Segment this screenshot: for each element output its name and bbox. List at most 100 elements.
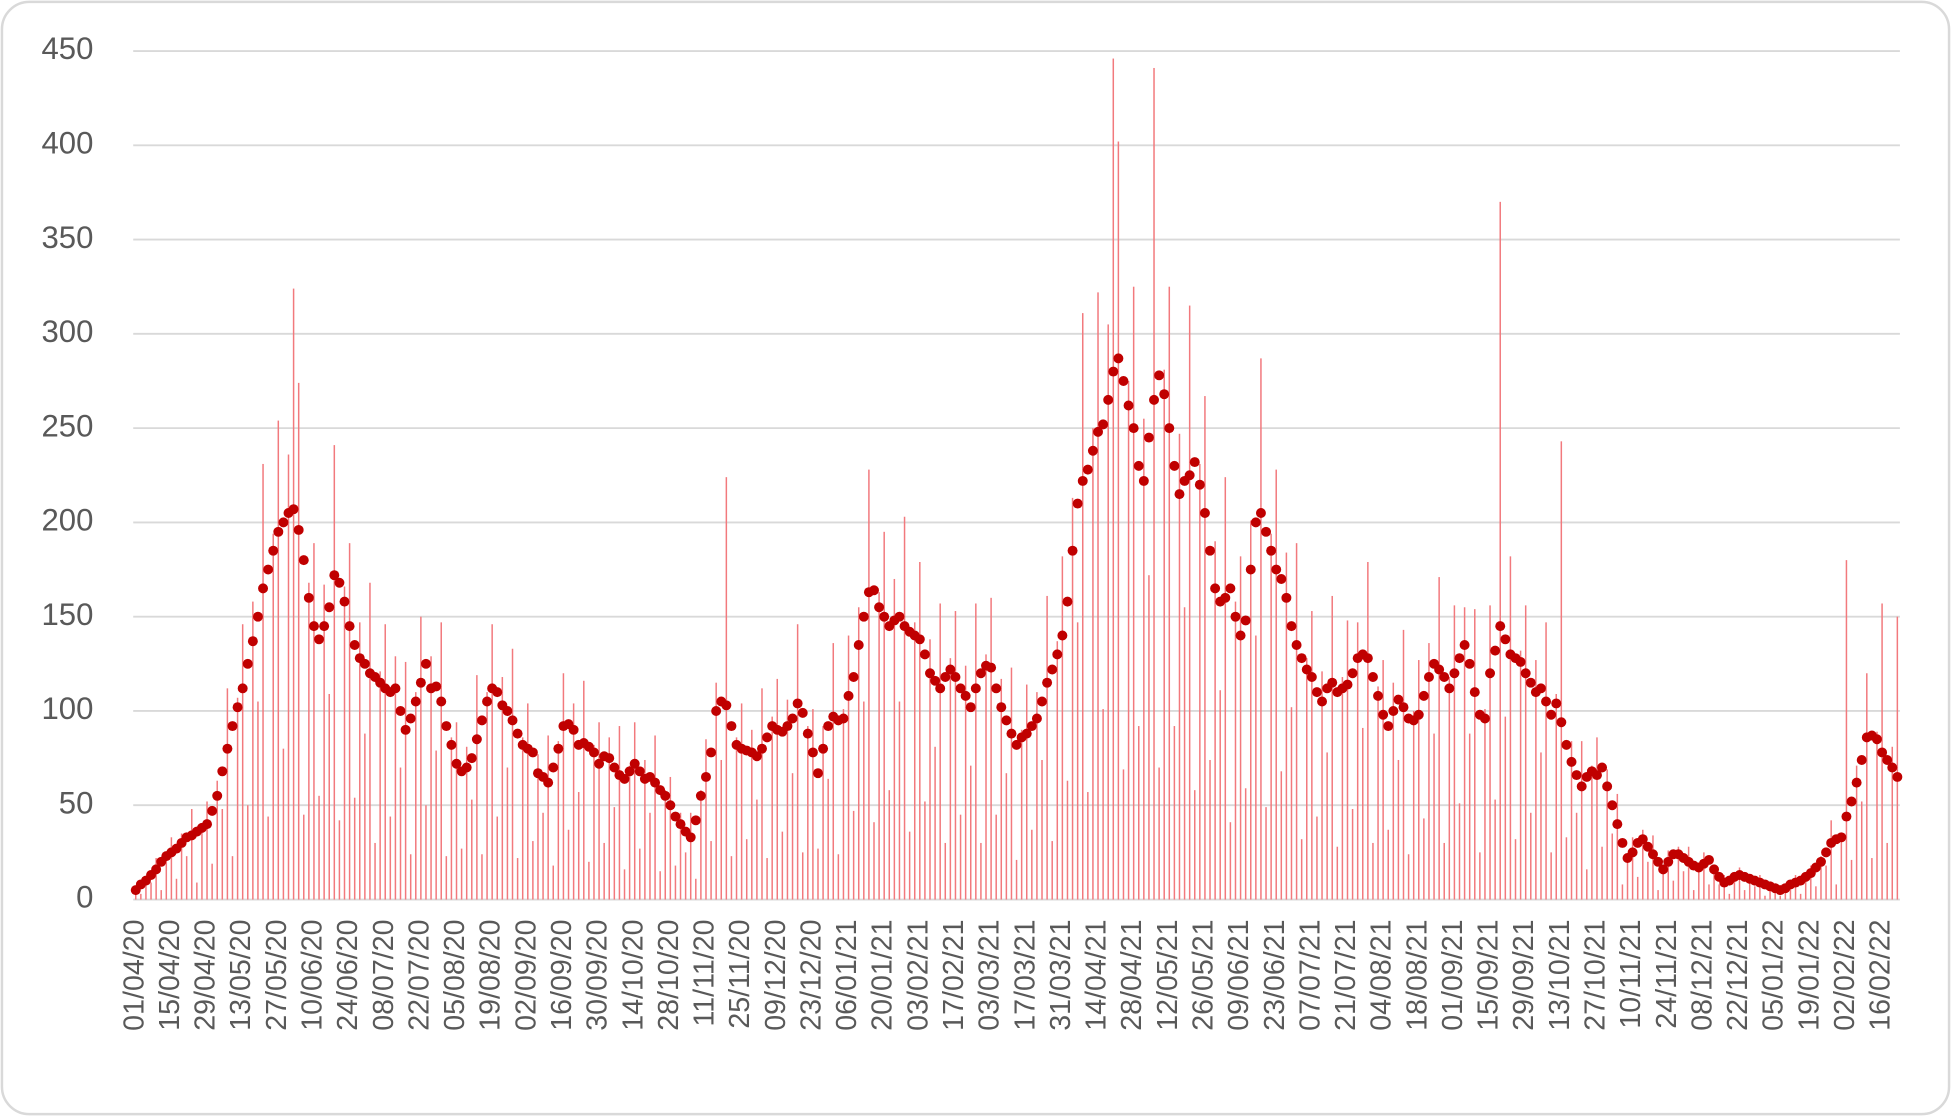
bar [1682,871,1685,900]
bar [1260,358,1262,900]
average-dot [1546,709,1557,720]
bar [1458,803,1461,900]
bar [1810,865,1812,900]
average-dot [461,762,472,773]
average-dot [1378,709,1389,720]
bar [1550,852,1552,900]
average-dot [1077,475,1088,486]
x-tick-label: 24/11/21 [1651,919,1683,1028]
x-tick-label: 08/07/20 [368,919,400,1030]
average-dot [1082,464,1093,475]
bar [791,773,794,900]
average-dot [1037,696,1047,707]
bar [1234,601,1237,900]
bar [1061,556,1064,900]
average-dot [1118,376,1129,386]
bar [1428,643,1430,900]
bar [1463,607,1466,900]
bar [649,812,651,900]
bar [990,597,992,900]
average-dot [568,724,579,735]
average-dot [930,675,941,686]
average-dot [405,713,416,724]
bar [603,842,605,900]
bar [221,809,224,900]
bar [1076,622,1079,900]
average-dot [1479,713,1490,724]
bar [364,733,366,900]
bar [924,801,926,900]
bar [1891,746,1894,900]
bar [272,533,274,900]
bar [303,814,305,900]
average-dot [543,777,554,788]
bar [287,454,290,900]
average-dot [359,658,370,669]
average-dot [1373,690,1384,701]
bar [415,692,417,900]
average-dot [1184,470,1195,481]
bar [740,703,743,900]
bar [1596,737,1598,900]
average-dot [1138,475,1149,486]
average-dot [874,602,885,613]
bar [1153,67,1155,900]
bar [1703,852,1705,900]
bar [191,809,193,900]
average-dot [1576,781,1587,792]
y-tick-label: 350 [42,220,94,255]
average-dot [1261,526,1272,537]
bar [348,543,351,900]
x-tick-label: 09/12/20 [760,919,792,1030]
bar [455,722,458,900]
average-dot [1250,517,1261,528]
bar [1855,765,1858,900]
bar [1290,707,1293,900]
bar [1367,562,1369,900]
bar [471,799,473,900]
bar [633,722,636,900]
bar [1112,58,1115,900]
y-tick-label: 400 [42,126,94,161]
bar [1188,305,1191,900]
average-dot [914,634,925,645]
bar [476,675,478,900]
average-dot [298,555,309,566]
bar [679,812,682,900]
bar [486,692,488,900]
average-dot [1535,683,1546,694]
bar [1479,852,1481,900]
bar [1244,788,1247,900]
average-dot [1286,621,1297,632]
average-dot [1194,479,1205,490]
bar [425,805,427,900]
average-dot [960,690,971,701]
average-dot [1362,653,1373,664]
average-dot [512,728,523,739]
bar [1418,660,1420,900]
average-dot [1515,656,1526,667]
bar [1789,888,1792,900]
bar [908,831,911,900]
bar [1407,854,1410,900]
average-dot [991,683,1002,694]
x-tick-label: 25/11/20 [724,919,756,1028]
average-dot [1459,639,1470,650]
average-dot [507,715,518,726]
bar [384,624,386,900]
bar [257,701,259,900]
bar [1081,313,1084,900]
bar [1621,884,1624,900]
bar [1117,141,1120,900]
average-dot [955,683,966,694]
average-dot [1821,847,1832,858]
bar [1255,635,1257,900]
bar [1168,286,1171,900]
x-tick-label: 19/01/22 [1793,919,1825,1030]
bar [394,656,397,900]
average-dot [919,649,930,660]
bar [801,852,804,900]
bar [919,562,921,900]
bar [267,816,269,900]
average-dot [1413,709,1424,720]
